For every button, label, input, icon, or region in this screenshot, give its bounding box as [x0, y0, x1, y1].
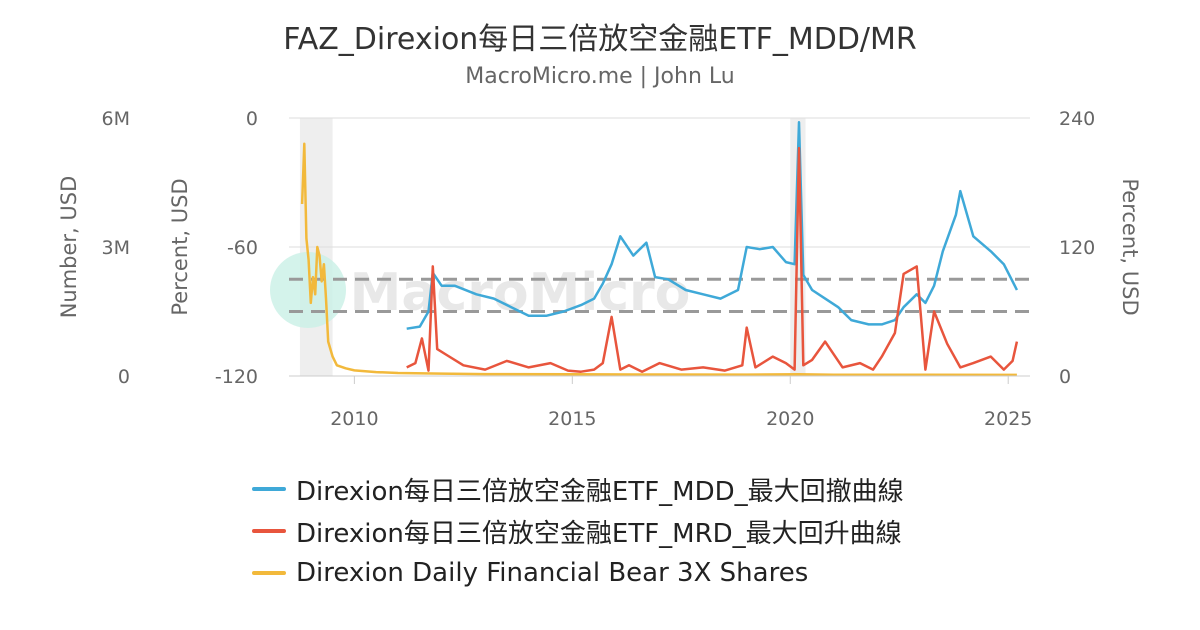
watermark-text: MacroMicro [350, 263, 691, 323]
left-outer-axis-title: Number, USD [57, 176, 81, 319]
left-outer-tick-label-1: 3M [102, 237, 130, 259]
legend-item-mrd[interactable]: Direxion每日三倍放空金融ETF_MRD_最大回升曲線 [252, 510, 904, 552]
left-outer-tick-label-0: 0 [118, 366, 130, 388]
series-line-0 [406, 121, 1019, 330]
legend-label-mdd: Direxion每日三倍放空金融ETF_MDD_最大回撤曲線 [296, 476, 904, 507]
right-axis-title: Percent, USD [1118, 178, 1142, 315]
right-tick-label-0: 0 [1059, 366, 1071, 388]
legend-label-price: Direxion Daily Financial Bear 3X Shares [296, 558, 809, 588]
legend-swatch-mdd [252, 487, 286, 491]
x-tick-label-3: 2025 [984, 408, 1032, 430]
chart-title: FAZ_Direxion每日三倍放空金融ETF_MDD/MR [283, 22, 917, 57]
series-line-2 [300, 142, 1017, 377]
chart-subtitle: MacroMicro.me | John Lu [465, 64, 735, 89]
x-tick-label-1: 2015 [548, 408, 596, 430]
left-outer-tick-label-2: 6M [102, 108, 130, 130]
series-line-1 [406, 146, 1019, 373]
right-tick-label-2: 240 [1059, 108, 1095, 130]
legend-swatch-price [252, 571, 286, 575]
x-tick-label-0: 2010 [330, 408, 378, 430]
left-inner-tick-label-1: -60 [227, 237, 258, 259]
legend-label-mrd: Direxion每日三倍放空金融ETF_MRD_最大回升曲線 [296, 518, 902, 549]
legend-item-mdd[interactable]: Direxion每日三倍放空金融ETF_MDD_最大回撤曲線 [252, 468, 904, 510]
chart-legend: Direxion每日三倍放空金融ETF_MDD_最大回撤曲線 Direxion每… [252, 468, 904, 594]
left-inner-tick-label-2: 0 [246, 108, 258, 130]
right-tick-label-1: 120 [1059, 237, 1095, 259]
x-tick-label-2: 2020 [766, 408, 814, 430]
left-inner-tick-label-0: -120 [215, 366, 258, 388]
legend-swatch-mrd [252, 529, 286, 533]
left-inner-axis-title: Percent, USD [168, 178, 192, 315]
legend-item-price[interactable]: Direxion Daily Financial Bear 3X Shares [252, 552, 904, 594]
